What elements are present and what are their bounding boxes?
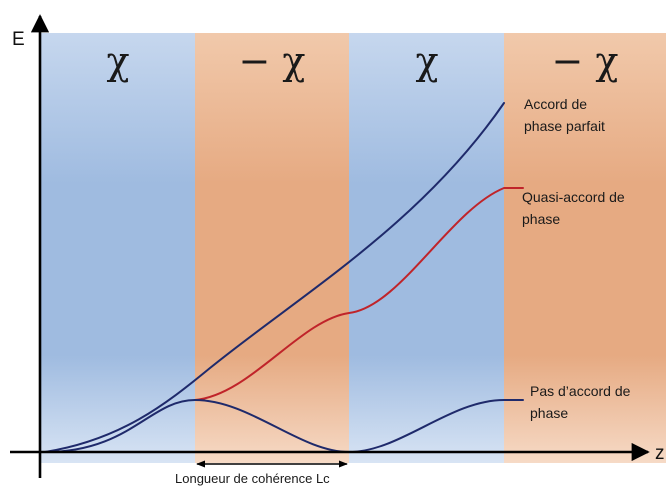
region-minus-chi-2 bbox=[504, 33, 666, 463]
region-symbols: χ − χ χ − χ bbox=[106, 39, 618, 83]
region-chi-1 bbox=[40, 33, 195, 463]
coherence-length: Longueur de cohérence Lc bbox=[175, 460, 348, 486]
no-phase-match-curve bbox=[44, 399, 524, 453]
quasi-phase-curve bbox=[194, 187, 524, 401]
perfect-label-line-1: Accord de bbox=[524, 96, 587, 112]
curves bbox=[44, 102, 524, 453]
region-symbol-3: χ bbox=[415, 39, 438, 83]
x-axis-letter: z bbox=[655, 443, 665, 464]
none-label-line-2: phase bbox=[530, 405, 568, 421]
none-label-line-1: Pas d’accord de bbox=[530, 383, 631, 399]
region-minus-chi-1 bbox=[195, 33, 349, 463]
region-chi-2 bbox=[349, 33, 504, 463]
curve-labels: Accord de phase parfait Quasi-accord de … bbox=[522, 96, 631, 421]
quasi-label-line-1: Quasi-accord de bbox=[522, 189, 625, 205]
region-symbol-2: − χ bbox=[239, 39, 306, 83]
coherence-length-label: Longueur de cohérence Lc bbox=[175, 471, 330, 486]
perfect-label-line-2: phase parfait bbox=[524, 118, 605, 134]
perfect-phase-curve bbox=[44, 102, 505, 453]
quasi-label-line-2: phase bbox=[522, 211, 560, 227]
y-axis-letter: E bbox=[12, 29, 25, 50]
region-symbol-4: − χ bbox=[552, 39, 619, 83]
axes: E z bbox=[10, 14, 665, 478]
regions bbox=[40, 33, 666, 463]
region-symbol-1: χ bbox=[106, 39, 129, 83]
